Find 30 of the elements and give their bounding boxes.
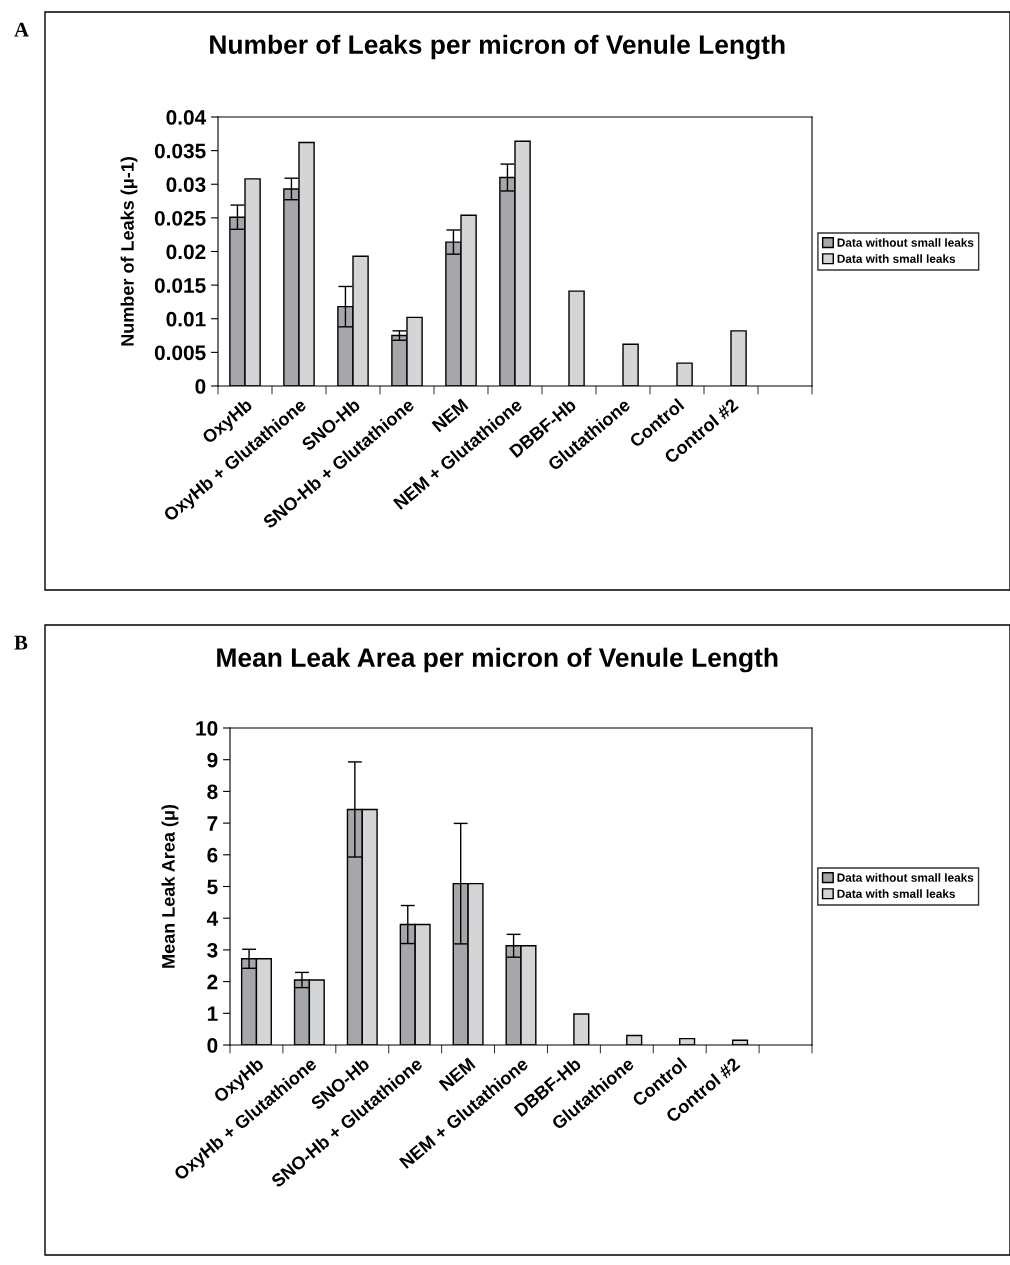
y-tick-label: 1 (207, 1006, 218, 1021)
y-axis-title: Mean Leak Area (μ) (161, 804, 179, 968)
chart-title: Mean Leak Area per micron of Venule Length (217, 647, 778, 673)
y-tick-label: 6 (207, 847, 218, 863)
y-tick-label: 9 (207, 752, 218, 768)
chart-title: Number of Leaks per micron of Venule Length (210, 34, 785, 60)
y-tick-label: 5 (207, 879, 218, 895)
y-tick-label: 0.02 (166, 244, 206, 260)
y-tick-label: 4 (206, 911, 219, 926)
legend-label: Data with small leaks (837, 254, 956, 263)
legend-label: Data with small leaks (837, 889, 955, 898)
y-tick-label: 0 (207, 1038, 218, 1053)
y-tick-label: 7 (207, 816, 218, 831)
y-tick-label: 0.01 (166, 311, 206, 327)
text: B (14, 635, 28, 650)
y-tick-label: 0.04 (166, 110, 207, 125)
y-tick-label: 0.015 (154, 278, 206, 293)
y-tick-label: 10 (196, 721, 218, 736)
y-tick-label: 0.025 (154, 210, 206, 226)
y-tick-label: 0.035 (154, 143, 206, 159)
legend-label: Data without small leaks (837, 238, 974, 247)
y-axis-title: Number of Leaks (μ-1) (120, 157, 138, 346)
y-tick-label: 0 (195, 379, 206, 394)
legend-label: Data without small leaks (837, 873, 974, 882)
y-tick-label: 0.03 (166, 177, 206, 193)
y-tick-label: 0.005 (154, 345, 206, 361)
y-tick-label: 3 (207, 942, 218, 958)
text: A (14, 22, 29, 37)
y-tick-label: 2 (207, 974, 218, 990)
y-tick-label: 8 (207, 784, 218, 800)
